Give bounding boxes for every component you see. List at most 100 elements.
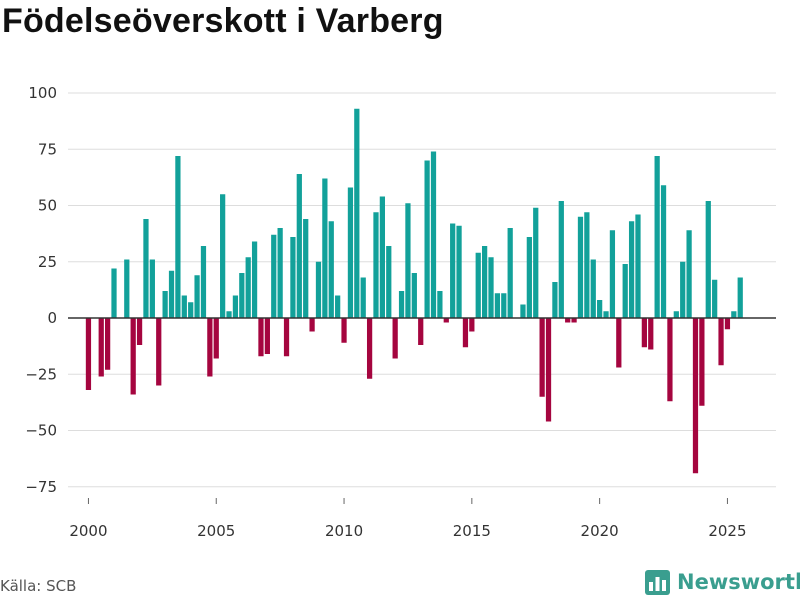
- bar: [360, 277, 366, 318]
- y-tick-label: −75: [25, 478, 57, 496]
- y-tick-label: 50: [38, 197, 57, 215]
- bar: [482, 246, 488, 318]
- bar: [232, 295, 239, 318]
- x-tick-label: 2010: [325, 522, 363, 540]
- bar: [450, 223, 456, 318]
- bar: [386, 246, 392, 318]
- bar: [597, 300, 603, 318]
- bar: [315, 261, 322, 318]
- x-tick-label: 2015: [453, 522, 491, 540]
- bar: [571, 318, 577, 323]
- bar: [239, 273, 245, 318]
- y-tick-label: 25: [38, 253, 57, 271]
- bar: [85, 318, 92, 390]
- bar: [181, 295, 187, 318]
- bar: [494, 293, 501, 318]
- bar: [226, 311, 232, 318]
- y-tick-label: 100: [28, 84, 57, 102]
- bar: [175, 156, 181, 318]
- bar: [283, 318, 290, 357]
- bar: [545, 318, 552, 422]
- bar: [111, 268, 117, 318]
- bar: [405, 203, 411, 318]
- y-tick-label: 75: [38, 140, 57, 158]
- bar: [105, 318, 111, 370]
- bar: [724, 318, 731, 330]
- x-axis-ticks: [87, 498, 728, 504]
- bar: [245, 257, 251, 318]
- y-tick-label: 0: [47, 309, 57, 327]
- chart-title: Födelseöverskott i Varberg: [2, 2, 444, 40]
- bar: [443, 318, 449, 323]
- bar: [616, 318, 622, 368]
- bar: [667, 318, 673, 402]
- bar: [501, 293, 507, 318]
- bar: [628, 221, 635, 318]
- bar: [673, 311, 679, 318]
- bar: [277, 228, 283, 318]
- bar: [354, 108, 360, 318]
- bar: [699, 318, 705, 406]
- bar: [130, 318, 136, 395]
- bar: [322, 178, 328, 318]
- x-tick-label: 2020: [581, 522, 619, 540]
- source-note: Källa: SCB: [0, 577, 77, 595]
- bar: [654, 156, 660, 318]
- bar: [437, 291, 443, 318]
- bar: [251, 241, 258, 318]
- bar: [539, 318, 545, 397]
- bar: [418, 318, 424, 345]
- brand-name: Newsworthy: [677, 570, 800, 594]
- bar: [156, 318, 162, 386]
- newsworthy-logo-icon: [645, 569, 670, 595]
- bar: [424, 160, 430, 318]
- bar: [220, 194, 226, 318]
- bar: [303, 219, 309, 318]
- bar: [520, 304, 526, 318]
- bar: [411, 273, 417, 318]
- bar: [584, 212, 590, 318]
- bar: [379, 196, 385, 318]
- bar: [124, 259, 130, 318]
- bar: [143, 219, 149, 318]
- bar: [194, 275, 200, 318]
- bar: [603, 311, 609, 318]
- bar: [328, 221, 334, 318]
- bar: [168, 270, 175, 318]
- bar: [475, 252, 481, 318]
- bar: [149, 259, 155, 318]
- x-axis-labels: 2000 2005 2010 2015 2020 2025: [69, 522, 746, 540]
- bar: [622, 264, 628, 318]
- bar: [366, 318, 373, 379]
- bar: [213, 318, 219, 359]
- bar: [533, 207, 539, 318]
- bar: [398, 291, 405, 318]
- bar: [507, 228, 513, 318]
- bar: [712, 279, 718, 318]
- bar: [136, 318, 143, 345]
- bar: [296, 174, 302, 318]
- bar: [469, 318, 475, 332]
- bar: [609, 230, 616, 318]
- bar: [686, 230, 692, 318]
- x-tick-label: 2005: [197, 522, 235, 540]
- bar: [552, 282, 558, 318]
- bar: [456, 225, 462, 318]
- bar: [577, 216, 584, 318]
- bar: [392, 318, 398, 359]
- bar: [290, 237, 296, 318]
- bar: [207, 318, 213, 377]
- bar: [162, 291, 168, 318]
- gridlines: [68, 92, 776, 488]
- bar: [680, 261, 686, 318]
- bar: [341, 318, 347, 343]
- bars: [85, 108, 743, 474]
- bar: [462, 318, 469, 348]
- bar: [565, 318, 571, 323]
- y-axis-labels: 100 75 50 25 0 −25 −50 −75: [25, 84, 57, 496]
- bar: [731, 311, 737, 318]
- bar: [258, 318, 264, 357]
- bar: [488, 257, 494, 318]
- bar: [264, 318, 270, 354]
